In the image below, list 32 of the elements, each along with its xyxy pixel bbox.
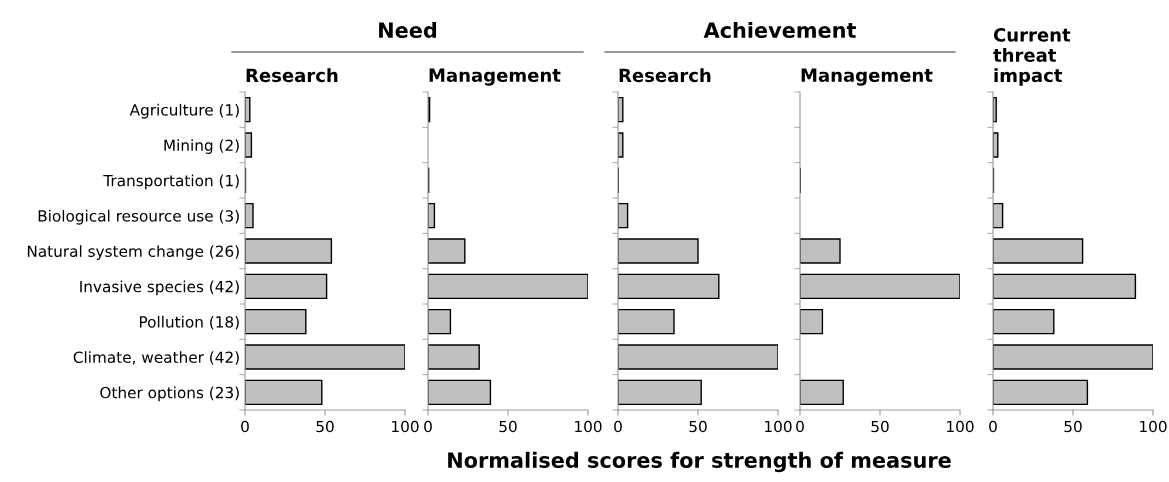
chart-title: Current threat impact	[993, 28, 1071, 86]
x-axis-title: Normalised scores for strength of measure	[448, 451, 951, 473]
y-tick-label: Mining (2)	[164, 139, 239, 154]
x-tick-label: 0	[614, 420, 622, 433]
x-tick-label: 50	[316, 420, 334, 433]
x-tick-label: 100	[575, 420, 602, 433]
y-tick-label: Agriculture (1)	[129, 103, 239, 119]
y-tick-label: Climate, weather (42)	[73, 351, 239, 365]
x-tick-label: 0	[796, 420, 804, 433]
chart-title: Research	[246, 68, 338, 83]
y-tick-label: Other options (23)	[100, 386, 239, 402]
x-tick-label: 50	[871, 420, 889, 433]
y-tick-label: Biological resource use (3)	[38, 209, 239, 225]
y-tick-label: Pollution (18)	[139, 315, 239, 330]
chart-title: Management	[429, 68, 561, 86]
x-tick-label: 0	[989, 420, 997, 433]
text: Need	[379, 21, 437, 39]
x-tick-label: 50	[689, 420, 707, 433]
x-tick-label: 0	[241, 420, 249, 433]
y-tick-label: Transportation (1)	[103, 174, 239, 190]
x-tick-label: 100	[1140, 420, 1167, 433]
x-tick-label: 50	[499, 420, 517, 433]
chart-title: Management	[801, 68, 933, 86]
chart-title: Research	[619, 68, 711, 83]
y-tick-label: Natural system change (26)	[27, 245, 239, 260]
x-tick-label: 100	[392, 420, 419, 433]
x-tick-label: 0	[424, 420, 432, 433]
y-tick-label: Invasive species (42)	[80, 280, 239, 296]
x-tick-label: 50	[1064, 420, 1082, 433]
text: Achievement	[703, 21, 856, 39]
x-tick-label: 100	[765, 420, 792, 433]
x-tick-label: 100	[947, 420, 974, 433]
